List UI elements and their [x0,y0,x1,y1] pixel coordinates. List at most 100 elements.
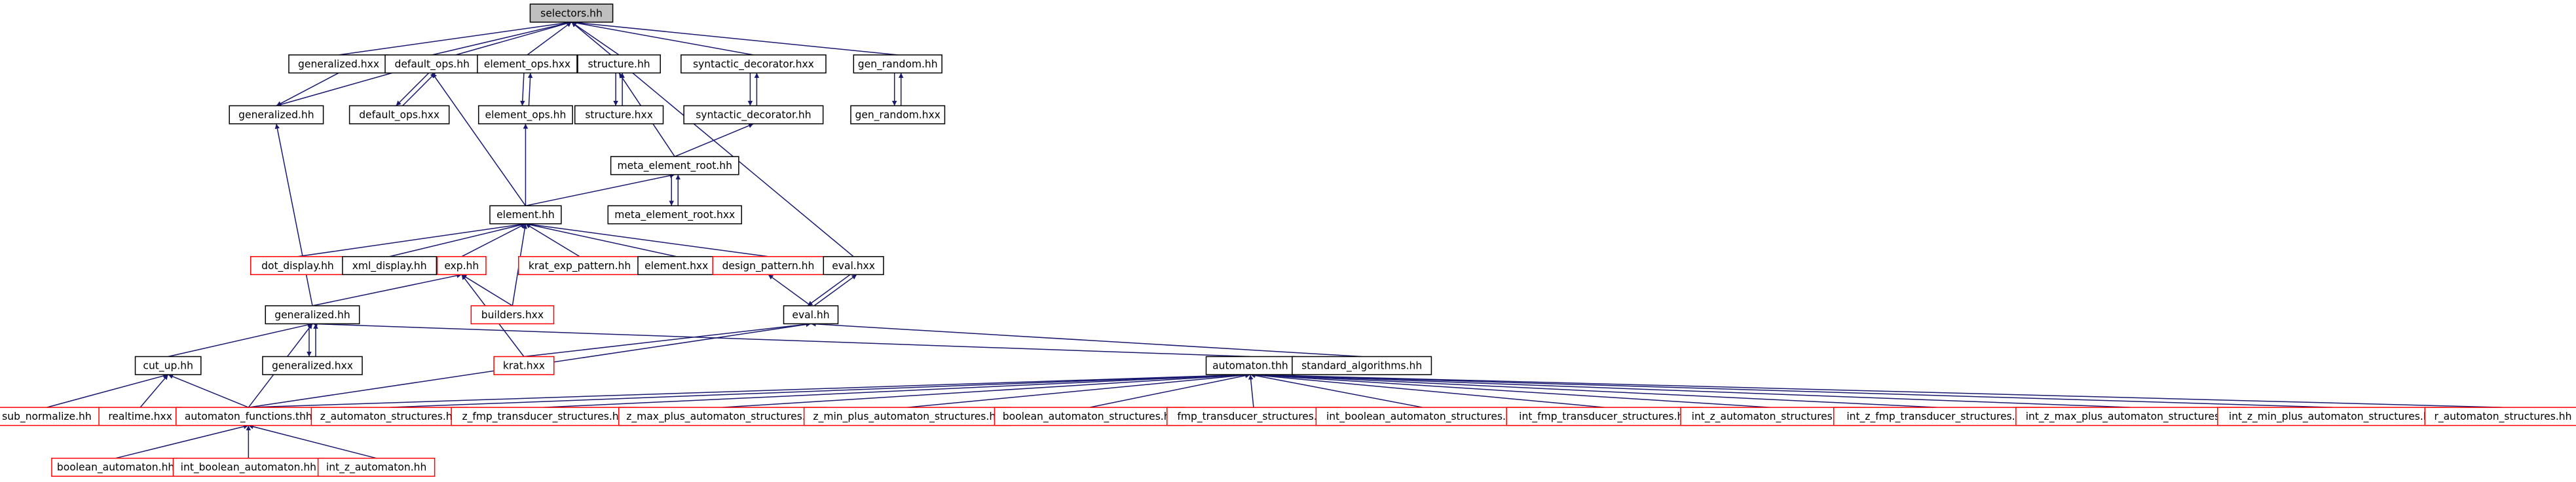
node-label: int_z_automaton_structures.hh [1692,411,1849,423]
edge [571,20,898,56]
node-label: sub_normalize.hh [2,411,92,423]
node-box [610,156,739,176]
edge [1250,373,1423,408]
edge [810,322,1362,358]
node-label: cut_up.hh [143,360,193,373]
node-label: syntactic_decorator.hh [696,109,811,121]
node-box [265,305,360,325]
edge [674,123,754,157]
edge [1248,374,1254,408]
edge [312,321,1250,358]
node-label: int_z_fmp_transducer_structures.hh [1846,411,2028,423]
edge [248,424,377,459]
node-label: element.hxx [644,260,708,272]
node-label: xml_display.hh [352,260,427,272]
node-box [618,407,827,426]
node-box [489,205,562,225]
edge [907,373,1250,408]
node-box [288,54,389,74]
node-box [2015,407,2247,426]
node-box [477,54,578,74]
edge [389,222,526,257]
edge [525,222,677,257]
edge [527,73,533,106]
node-box [681,54,827,74]
node-box [783,305,839,325]
node-box [2217,407,2448,426]
edge [1250,372,1937,408]
node-label: int_z_max_plus_automaton_structures.hh [2026,411,2236,423]
node-box [607,205,742,225]
node-box [0,407,100,426]
node-label: meta_element_root.hxx [614,209,735,221]
edge [140,374,169,408]
node-label: boolean_automaton_structures.hh [1003,411,1177,423]
edge [1089,373,1251,408]
node-box [823,256,884,276]
node-box [436,256,487,276]
node-label: builders.hxx [481,309,544,321]
node-box [574,105,664,124]
edge [543,372,1250,408]
node-label: standard_algorithms.hh [1301,360,1422,373]
edge [571,22,620,56]
node-label: default_ops.hxx [359,109,439,121]
edge [1250,372,1605,408]
node-label: int_z_automaton.hh [326,462,426,474]
node-box [712,256,825,276]
node-label: int_fmp_transducer_structures.hh [1519,411,1690,423]
node-label: z_automaton_structures.hh [320,411,459,423]
node-label: generalized.hh [238,109,314,120]
edge [168,322,313,358]
edge [432,20,572,56]
edge [297,222,526,257]
node-box [470,305,555,325]
node-box [637,256,716,276]
edge [312,273,462,306]
edge [338,20,572,56]
edge [525,223,580,257]
node-box [683,105,824,124]
node-box [1292,356,1432,375]
node-label: krat_exp_pattern.hh [529,260,631,272]
node-box [1680,407,1860,426]
node-label: z_max_plus_automaton_structures.hh [626,411,818,423]
node-box [517,256,642,276]
node-label: eval.hh [792,309,829,321]
node-label: generalized.hxx [272,360,353,372]
edge [813,274,857,306]
node-label: int_z_min_plus_automaton_structures.hh [2229,411,2436,423]
node-label: exp.hh [444,260,479,272]
node-box [250,256,345,276]
edge [274,123,313,306]
node-label: generalized.hxx [298,58,379,70]
node-box [1166,407,1341,426]
node-box [134,356,202,375]
node-label: boolean_automaton.hh [57,462,174,474]
node-box [529,3,614,23]
edge [389,372,1250,408]
node-label: z_min_plus_automaton_structures.hh [813,411,1002,423]
node-label: default_ops.hh [395,58,470,71]
node-label: element.hh [496,209,555,221]
edge [520,73,525,106]
node-label: structure.hh [588,58,650,70]
edge [461,223,526,257]
node-box [1315,407,1529,426]
node-label: element_ops.hh [485,109,567,121]
node-box [342,256,438,276]
edge [525,221,769,257]
edge [396,72,430,107]
node-box [51,457,180,477]
edge [1250,372,2503,408]
edge [768,274,812,306]
node-label: realtime.hxx [108,411,172,422]
node-label: syntactic_decorator.hxx [693,58,814,71]
node-label: meta_element_root.hh [618,160,732,172]
node-label: fmp_transducer_structures.hh [1177,411,1330,423]
node-box [262,356,363,375]
node-box [384,54,480,74]
node-box [493,356,555,375]
